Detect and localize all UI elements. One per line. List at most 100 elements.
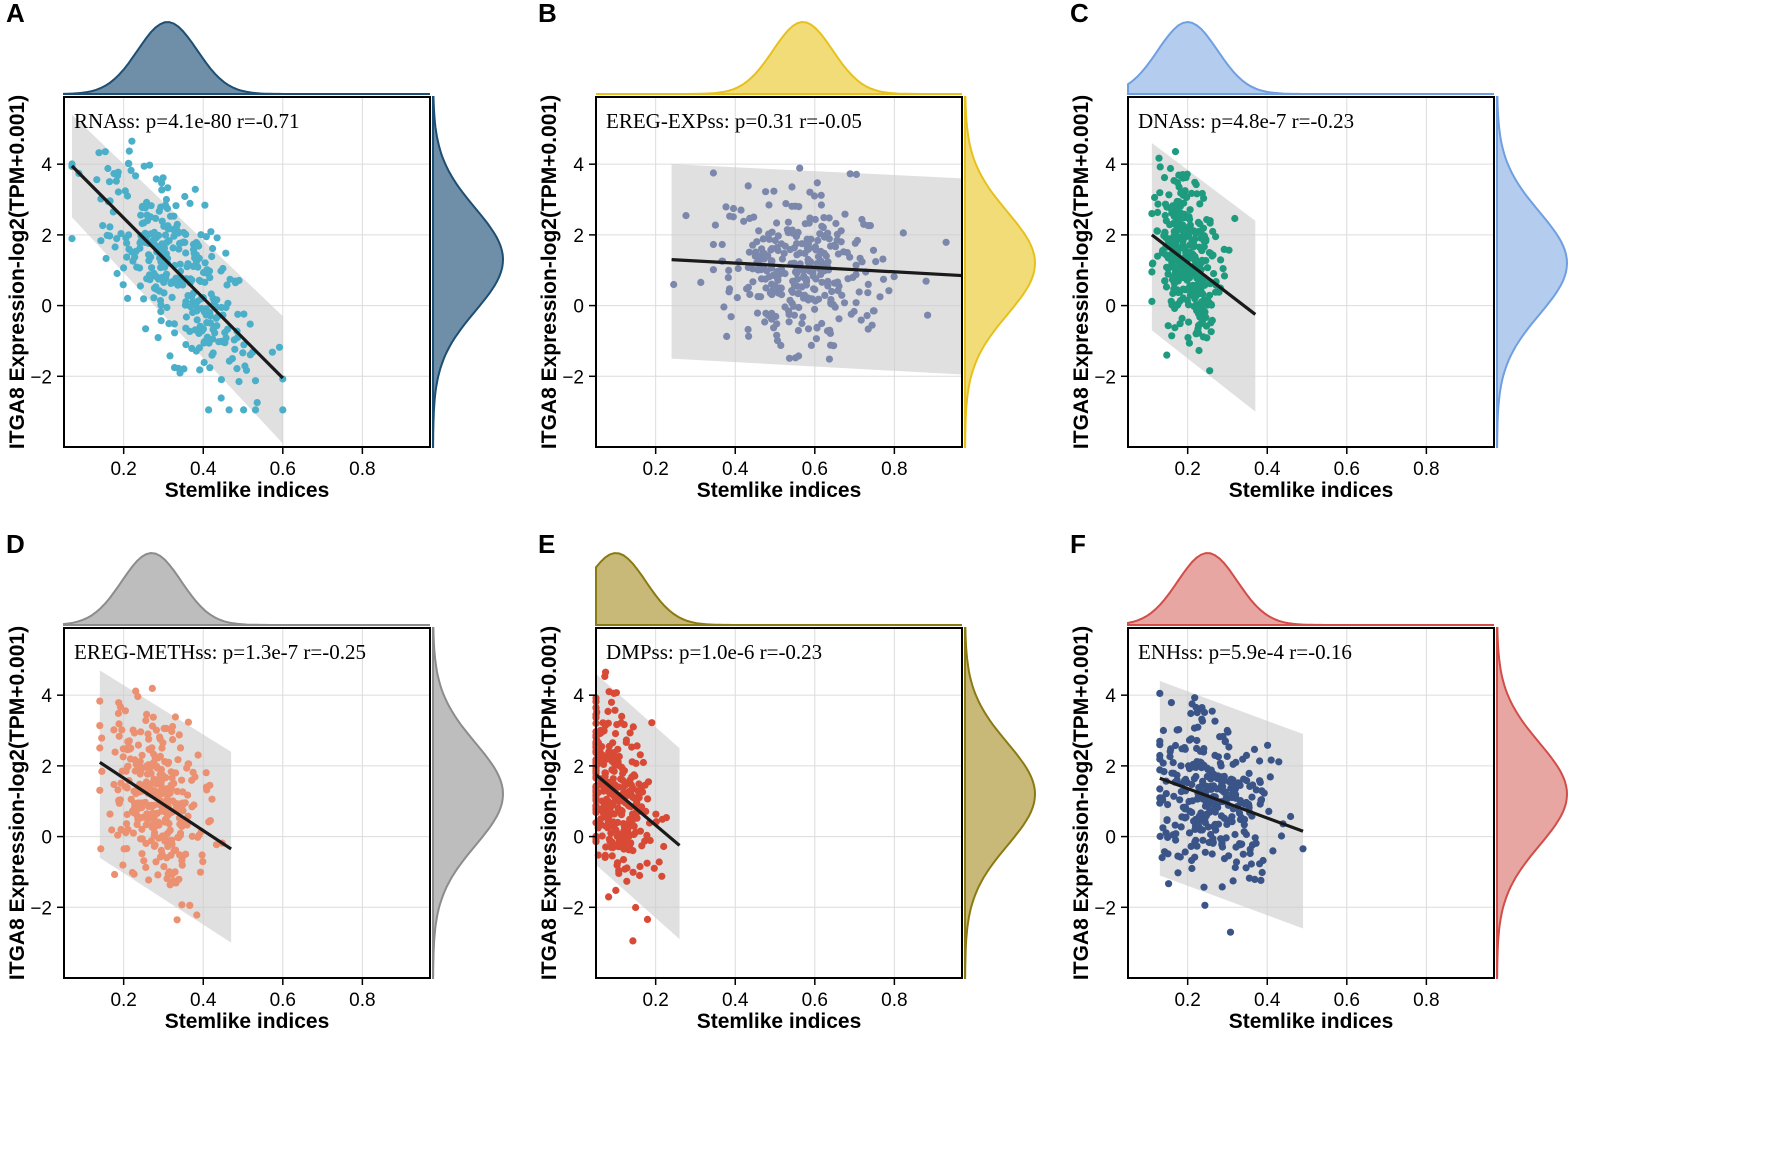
data-point	[744, 182, 752, 190]
y-axis-title: ITGA8 Expression-log2(TPM+0.001)	[1070, 626, 1093, 980]
data-point	[124, 294, 132, 302]
data-point	[773, 331, 781, 339]
data-point	[1192, 836, 1200, 844]
data-point	[1185, 829, 1194, 837]
data-point	[137, 767, 145, 776]
data-point	[235, 276, 243, 285]
data-point	[157, 317, 165, 325]
data-point	[595, 805, 603, 814]
data-point	[1156, 794, 1164, 802]
y-tick-label: −2	[1094, 898, 1116, 919]
data-point	[1210, 270, 1218, 278]
data-point	[627, 781, 636, 789]
data-point	[1204, 264, 1212, 272]
data-point	[240, 406, 248, 414]
data-point	[1256, 860, 1264, 868]
data-point	[607, 829, 615, 837]
data-point	[161, 837, 169, 845]
data-point	[1148, 268, 1156, 276]
data-point	[1252, 786, 1260, 794]
panel-label: D	[6, 529, 25, 559]
data-point	[1201, 819, 1209, 827]
data-point	[119, 281, 127, 289]
data-point	[182, 341, 190, 349]
data-point	[188, 292, 196, 301]
data-point	[1217, 256, 1225, 264]
x-tick-label: 0.6	[270, 459, 296, 480]
data-point	[1181, 233, 1189, 241]
data-point	[598, 743, 606, 751]
data-point	[1158, 248, 1166, 256]
data-point	[629, 937, 637, 945]
data-point	[132, 760, 140, 768]
scatter-points	[670, 164, 950, 363]
data-point	[709, 266, 718, 274]
data-point	[876, 293, 884, 301]
data-point	[617, 775, 625, 783]
data-point	[137, 211, 145, 219]
data-point	[123, 253, 131, 261]
data-point	[200, 338, 208, 346]
data-point	[790, 302, 798, 310]
data-point	[240, 310, 248, 318]
panel-c: C 4 2 0 −2 0.2 0.4 0.6 0.8 Stemlike indices ITGA8 …	[1070, 0, 1569, 502]
data-point	[1159, 759, 1167, 767]
y-density-curve	[432, 627, 505, 979]
x-tick-label: 0.2	[110, 459, 136, 480]
data-point	[162, 195, 170, 204]
data-point	[102, 254, 110, 263]
data-point	[1220, 272, 1229, 280]
data-point	[609, 775, 617, 783]
x-tick-label: 0.4	[1254, 459, 1281, 480]
data-point	[1175, 265, 1183, 273]
data-point	[206, 817, 214, 825]
data-point	[188, 832, 196, 840]
data-point	[1257, 876, 1265, 885]
data-point	[242, 366, 251, 374]
data-point	[1181, 814, 1189, 822]
data-point	[817, 191, 825, 199]
panel-label: C	[1070, 0, 1089, 28]
data-point	[636, 751, 644, 759]
data-point	[1167, 699, 1175, 707]
data-point	[1208, 850, 1216, 858]
data-point	[762, 284, 770, 292]
data-point	[190, 801, 198, 809]
data-point	[1246, 782, 1254, 791]
data-point	[793, 282, 802, 290]
data-point	[724, 274, 732, 282]
data-point	[1192, 229, 1200, 238]
data-point	[818, 278, 826, 286]
data-point	[804, 325, 813, 333]
y-tick-label: 2	[41, 226, 52, 247]
data-point	[630, 822, 638, 830]
data-point	[111, 748, 119, 756]
data-point	[1200, 232, 1208, 240]
data-point	[251, 377, 260, 385]
data-point	[176, 829, 185, 837]
data-point	[1277, 832, 1286, 840]
data-point	[643, 831, 651, 840]
data-point	[1239, 850, 1247, 858]
data-point	[1209, 227, 1217, 236]
data-point	[1287, 812, 1295, 821]
data-point	[1211, 808, 1219, 816]
data-point	[95, 149, 103, 157]
data-point	[1198, 247, 1206, 255]
data-point	[1207, 328, 1215, 336]
data-point	[146, 161, 154, 169]
data-point	[759, 235, 767, 243]
data-point	[1241, 815, 1249, 824]
x-density-curve	[1127, 20, 1494, 95]
data-point	[171, 329, 179, 337]
data-point	[1161, 200, 1170, 208]
data-point	[147, 769, 155, 777]
data-point	[641, 837, 649, 845]
stats-annotation: DNAss: p=4.8e-7 r=-0.23	[1138, 109, 1354, 133]
data-point	[127, 795, 135, 803]
data-point	[662, 814, 671, 822]
y-tick-label: 2	[573, 757, 584, 778]
data-point	[1188, 780, 1196, 789]
data-point	[607, 843, 615, 851]
data-point	[633, 742, 641, 750]
